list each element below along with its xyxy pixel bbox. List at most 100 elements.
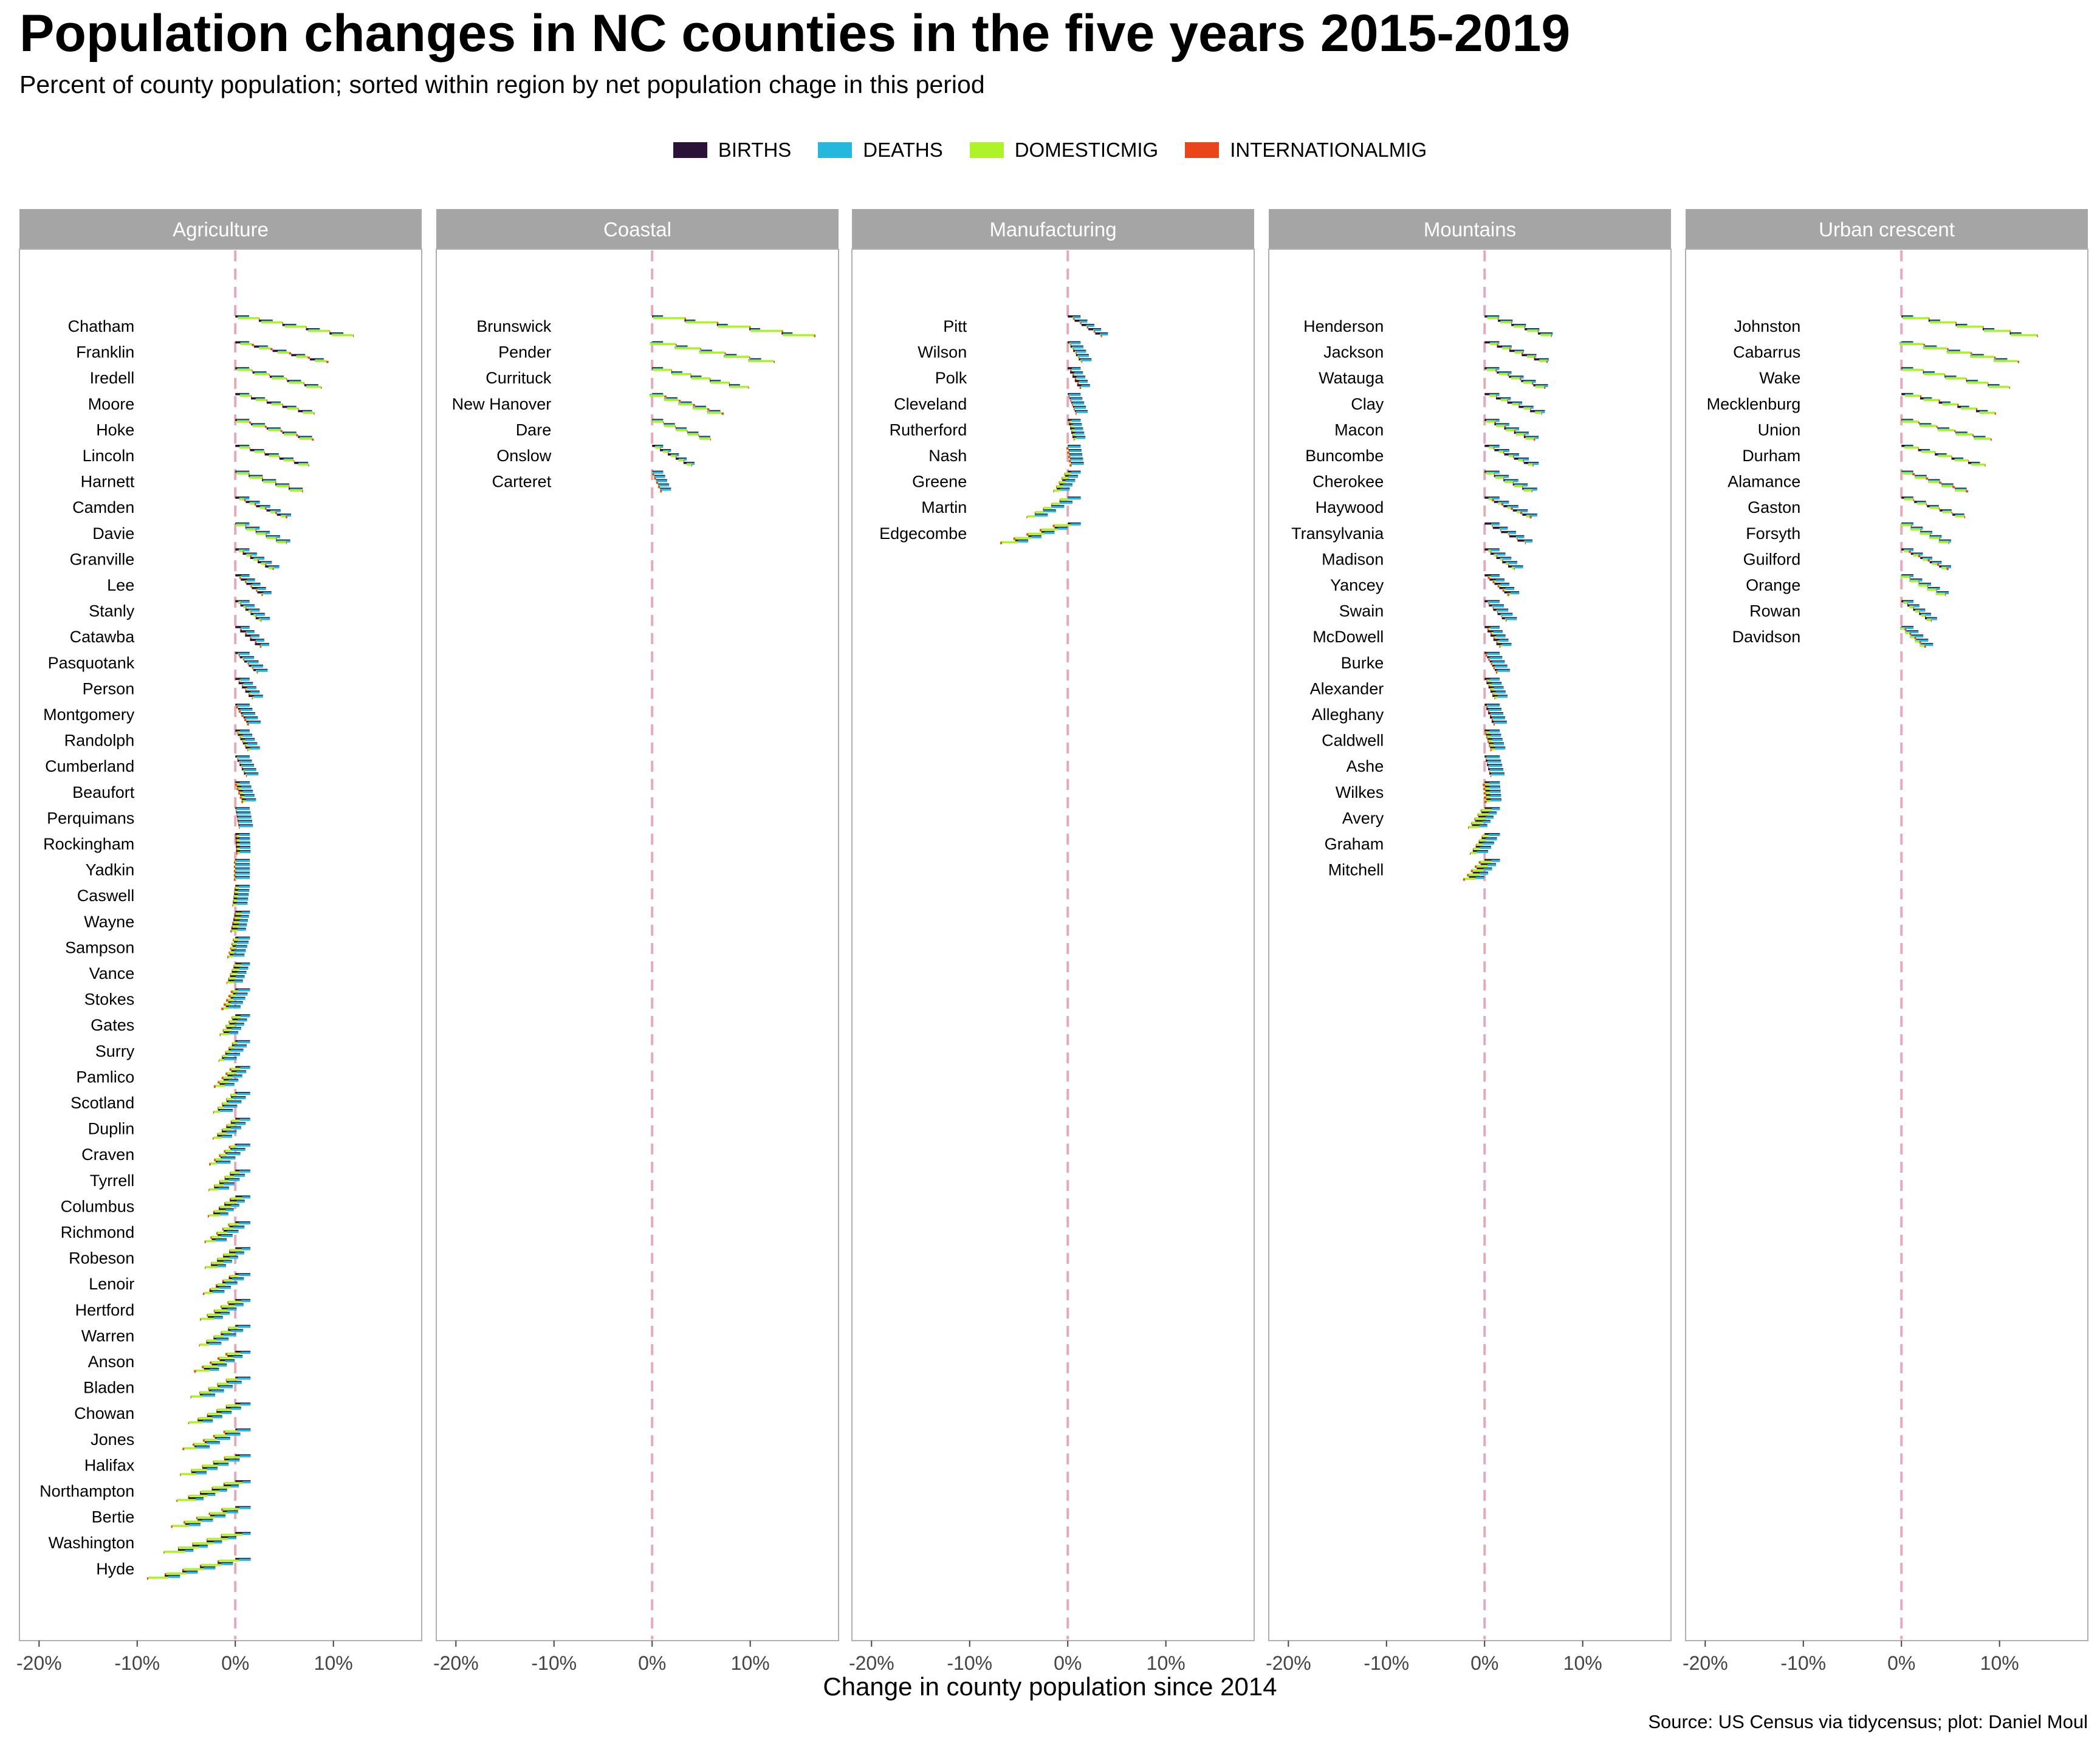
bar-segment-domesticmig — [221, 1534, 242, 1536]
bar-segment-domesticmig — [227, 981, 235, 984]
bar-segment-deaths — [240, 851, 251, 853]
bar-segment-internationalmig — [264, 451, 266, 454]
bar-segment-domesticmig — [259, 347, 270, 349]
bar-segment-internationalmig — [286, 516, 287, 518]
bar-segment-deaths — [239, 1170, 250, 1173]
bar-segment-deaths — [217, 1161, 231, 1164]
bar-segment-domesticmig — [276, 485, 290, 487]
bar-segment-deaths — [1060, 501, 1073, 504]
bar-segment-internationalmig — [200, 1319, 201, 1321]
bar-segment-internationalmig — [232, 904, 233, 907]
bar-segment-internationalmig — [1936, 425, 1938, 428]
bar-segment-deaths — [270, 510, 281, 513]
bar-segment-domesticmig — [233, 899, 238, 902]
bar-segment-internationalmig — [270, 348, 273, 351]
bar-segment-deaths — [228, 1382, 242, 1384]
bar-segment-domesticmig — [1071, 429, 1074, 431]
bar-segment-internationalmig — [1968, 460, 1969, 462]
bar-segment-domesticmig — [1983, 329, 2011, 332]
bar-segment-domesticmig — [652, 420, 664, 423]
bar-segment-internationalmig — [184, 1521, 185, 1524]
county-label: Ashe — [1347, 757, 1384, 775]
bar-segment-domesticmig — [1932, 563, 1937, 565]
bar-segment-domesticmig — [1488, 628, 1491, 630]
bar-segment-domesticmig — [1974, 437, 1991, 440]
bar-segment-internationalmig — [1472, 848, 1474, 851]
panel-border-agriculture — [19, 249, 422, 1641]
bar-segment-domesticmig — [223, 1430, 238, 1433]
bar-segment-domesticmig — [238, 317, 259, 320]
bar-segment-internationalmig — [1052, 525, 1055, 527]
bar-segment-internationalmig — [239, 577, 241, 579]
bar-segment-internationalmig — [1484, 732, 1486, 735]
bar-segment-internationalmig — [244, 719, 247, 721]
bar-segment-domesticmig — [1904, 446, 1918, 449]
bar-segment-internationalmig — [225, 1353, 228, 1356]
bar-segment-domesticmig — [283, 459, 294, 462]
county-label: Harnett — [81, 473, 135, 491]
county-label: Pasquotank — [48, 654, 135, 672]
bar-segment-deaths — [1487, 601, 1500, 603]
bar-segment-deaths — [1492, 808, 1500, 811]
bar-segment-deaths — [1511, 566, 1523, 569]
bar-segment-domesticmig — [219, 1154, 227, 1156]
bar-segment-internationalmig — [230, 930, 232, 933]
bar-segment-domesticmig — [1072, 317, 1074, 320]
bar-segment-domesticmig — [1486, 472, 1495, 475]
county-label: New Hanover — [452, 395, 552, 413]
bar-segment-deaths — [1079, 320, 1088, 323]
bar-segment-deaths — [216, 1438, 230, 1440]
bar-segment-deaths — [1100, 333, 1108, 335]
bar-segment-internationalmig — [2009, 386, 2010, 389]
bar-segment-internationalmig — [1068, 456, 1071, 458]
bar-segment-domesticmig — [232, 1041, 238, 1045]
bar-segment-domesticmig — [1480, 809, 1492, 811]
chart-title: Population changes in NC counties in the… — [19, 4, 1571, 63]
bar-segment-internationalmig — [1483, 788, 1486, 791]
bar-segment-domesticmig — [1905, 394, 1922, 397]
bar-segment-deaths — [223, 1183, 235, 1186]
bar-segment-internationalmig — [1497, 585, 1500, 588]
bar-segment-deaths — [1057, 527, 1068, 530]
bar-segment-deaths — [1479, 825, 1487, 828]
bar-segment-deaths — [1927, 618, 1937, 620]
bar-segment-deaths — [1069, 394, 1081, 396]
bar-segment-deaths — [219, 1286, 232, 1289]
bar-segment-domesticmig — [180, 1473, 196, 1475]
bar-segment-deaths — [237, 1093, 250, 1095]
bar-segment-deaths — [654, 476, 665, 478]
bar-segment-domesticmig — [1927, 588, 1937, 591]
bar-segment-deaths — [213, 1541, 222, 1544]
bar-segment-deaths — [1489, 730, 1500, 733]
bar-segment-internationalmig — [660, 447, 661, 450]
bar-segment-internationalmig — [1039, 529, 1041, 532]
bar-segment-deaths — [1480, 846, 1491, 849]
bar-segment-deaths — [1498, 450, 1509, 452]
bar-segment-internationalmig — [1529, 516, 1532, 518]
bar-segment-internationalmig — [218, 1357, 220, 1360]
bar-segment-internationalmig — [1924, 615, 1926, 618]
bar-segment-deaths — [185, 1549, 194, 1553]
bar-segment-domesticmig — [177, 1546, 200, 1549]
bar-segment-domesticmig — [242, 657, 244, 661]
bar-segment-internationalmig — [1537, 331, 1539, 333]
bar-segment-deaths — [1031, 536, 1041, 538]
bar-segment-deaths — [213, 1317, 223, 1319]
bar-segment-deaths — [239, 497, 250, 500]
bar-segment-domesticmig — [1970, 355, 1994, 358]
bar-segment-deaths — [238, 890, 250, 893]
bar-segment-internationalmig — [228, 952, 230, 955]
bar-segment-domesticmig — [750, 329, 783, 332]
bar-segment-internationalmig — [707, 408, 710, 411]
bar-segment-deaths — [236, 864, 250, 866]
bar-segment-internationalmig — [1488, 710, 1490, 713]
bar-segment-internationalmig — [236, 706, 238, 709]
bar-segment-internationalmig — [1070, 425, 1071, 428]
bar-segment-deaths — [1495, 691, 1506, 694]
bar-segment-domesticmig — [678, 459, 684, 462]
bar-segment-deaths — [1498, 501, 1509, 504]
bar-segment-internationalmig — [208, 1387, 209, 1390]
county-label: McDowell — [1312, 628, 1384, 646]
bar-segment-domesticmig — [1954, 459, 1969, 462]
bar-segment-internationalmig — [1491, 719, 1494, 721]
